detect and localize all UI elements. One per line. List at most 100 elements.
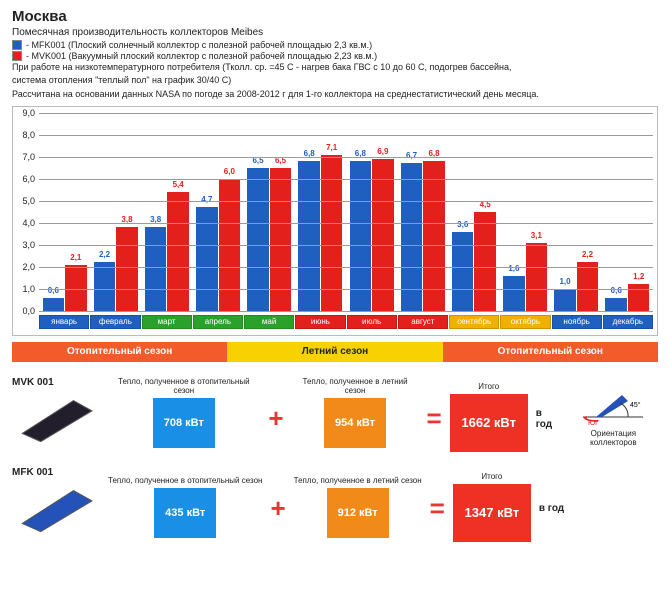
calc-caption: Итого <box>481 462 502 482</box>
bar-mfk: 1,6 <box>503 276 524 311</box>
orientation-label: Ориентация коллекторов <box>569 429 658 447</box>
orientation-diagram: 45°ЮГ Ориентация коллекторов <box>569 377 658 447</box>
collector-model-label: MVK 001 <box>12 377 99 388</box>
bar-mvk: 5,4 <box>167 192 188 311</box>
x-tick-label: август <box>398 315 448 329</box>
calc-cell: Итого1662 кВт <box>450 372 528 452</box>
per-year-label: в год <box>539 503 564 514</box>
calc-caption: Тепло, полученное в отопительный сезон <box>107 376 260 396</box>
bar-group: 3,85,4 <box>141 113 192 311</box>
y-tick-label: 4,0 <box>15 218 35 228</box>
x-tick-label: апрель <box>193 315 243 329</box>
calc-row: MVK 001 Тепло, полученное в отопительный … <box>12 372 658 452</box>
bar-group: 3,64,5 <box>448 113 499 311</box>
collector-model-label: MFK 001 <box>12 467 100 478</box>
bar-mvk: 3,1 <box>526 243 547 311</box>
y-tick-label: 6,0 <box>15 174 35 184</box>
bar-group: 6,86,9 <box>346 113 397 311</box>
bar-value-label: 6,9 <box>377 147 388 156</box>
legend-text: - MVK001 (Вакуумный плоский коллектор с … <box>26 51 377 61</box>
bar-value-label: 0,6 <box>48 286 59 295</box>
season-bar: Отопительный сезонЛетний сезонОтопительн… <box>12 342 658 362</box>
bar-value-label: 5,4 <box>173 180 184 189</box>
collector-panel: MVK 001 <box>12 377 99 447</box>
legend-item: - MVK001 (Вакуумный плоский коллектор с … <box>12 51 658 61</box>
operator: + <box>268 403 283 434</box>
grid-line <box>39 135 653 136</box>
operator: = <box>427 403 442 434</box>
bar-group: 6,76,8 <box>397 113 448 311</box>
collector-icon <box>12 480 94 532</box>
x-tick-label: декабрь <box>603 315 653 329</box>
calc-cell: Тепло, полученное в летний сезон912 кВт <box>294 466 422 538</box>
bar-chart: 0,62,12,23,83,85,44,76,06,56,56,87,16,86… <box>12 106 658 336</box>
bar-value-label: 7,1 <box>326 143 337 152</box>
bar-group: 0,6 1,2 <box>602 113 653 311</box>
operator: + <box>270 493 285 524</box>
bar-value-label: 0,6 <box>611 286 622 295</box>
x-tick-label: сентябрь <box>449 315 499 329</box>
calc-caption: Тепло, полученное в летний сезон <box>292 376 419 396</box>
subtitle: Помесячная производительность коллекторо… <box>12 27 658 38</box>
value-tile: 435 кВт <box>154 488 216 538</box>
y-tick-label: 7,0 <box>15 152 35 162</box>
operator: = <box>430 493 445 524</box>
legend-swatch <box>12 51 22 61</box>
bar-group: 6,87,1 <box>295 113 346 311</box>
grid-line <box>39 245 653 246</box>
bar-mfk: 1,0 <box>554 289 575 311</box>
bar-value-label: 1,0 <box>559 277 570 286</box>
note-line-2: система отопления "теплый пол" на график… <box>12 75 658 86</box>
bar-value-label: 1,6 <box>508 264 519 273</box>
season-cell: Отопительный сезон <box>443 342 658 362</box>
bar-value-label: 3,6 <box>457 220 468 229</box>
bar-mvk: 2,2 <box>577 262 598 310</box>
per-year-label: в год <box>536 408 561 430</box>
grid-line <box>39 311 653 312</box>
calc-cell: Тепло, полученное в отопительный сезон43… <box>108 466 262 538</box>
bar-group: 0,62,1 <box>39 113 90 311</box>
calc-cell: Тепло, полученное в отопительный сезон70… <box>107 376 260 448</box>
x-tick-label: январь <box>39 315 89 329</box>
grid-line <box>39 267 653 268</box>
svg-text:45°: 45° <box>630 401 641 409</box>
collector-icon <box>12 390 94 442</box>
page-title: Москва <box>12 8 658 25</box>
y-tick-label: 9,0 <box>15 108 35 118</box>
bar-value-label: 1,2 <box>633 272 644 281</box>
bar-value-label: 2,2 <box>582 250 593 259</box>
grid-line <box>39 113 653 114</box>
bar-group: 6,56,5 <box>244 113 295 311</box>
grid-line <box>39 201 653 202</box>
collector-panel: MFK 001 <box>12 467 100 537</box>
bar-value-label: 3,1 <box>531 231 542 240</box>
x-tick-label: март <box>142 315 192 329</box>
legend-text: - MFK001 (Плоский солнечный коллектор с … <box>26 40 372 50</box>
grid-line <box>39 223 653 224</box>
calc-row: MFK 001 Тепло, полученное в отопительный … <box>12 462 658 542</box>
value-tile: 708 кВт <box>153 398 215 448</box>
x-tick-label: июль <box>347 315 397 329</box>
orientation-icon: 45°ЮГ <box>578 377 648 427</box>
bar-group: 1,02,2 <box>551 113 602 311</box>
x-tick-label: ноябрь <box>552 315 602 329</box>
bar-group: 4,76,0 <box>193 113 244 311</box>
value-tile: 954 кВт <box>324 398 386 448</box>
season-cell: Отопительный сезон <box>12 342 227 362</box>
bar-mfk: 3,8 <box>145 227 166 311</box>
grid-line <box>39 179 653 180</box>
calc-section: MVK 001 Тепло, полученное в отопительный … <box>12 372 658 542</box>
value-tile: 912 кВт <box>327 488 389 538</box>
y-tick-label: 2,0 <box>15 262 35 272</box>
y-tick-label: 0,0 <box>15 306 35 316</box>
bar-group: 1,63,1 <box>500 113 551 311</box>
x-tick-label: июнь <box>295 315 345 329</box>
y-tick-label: 8,0 <box>15 130 35 140</box>
legend-swatch <box>12 40 22 50</box>
total-tile: 1347 кВт <box>453 484 531 542</box>
note-line-1: При работе на низкотемпературного потреб… <box>12 62 658 73</box>
calc-caption: Тепло, полученное в летний сезон <box>294 466 422 486</box>
grid-line <box>39 289 653 290</box>
legend: - MFK001 (Плоский солнечный коллектор с … <box>12 40 658 61</box>
bar-group: 2,23,8 <box>90 113 141 311</box>
